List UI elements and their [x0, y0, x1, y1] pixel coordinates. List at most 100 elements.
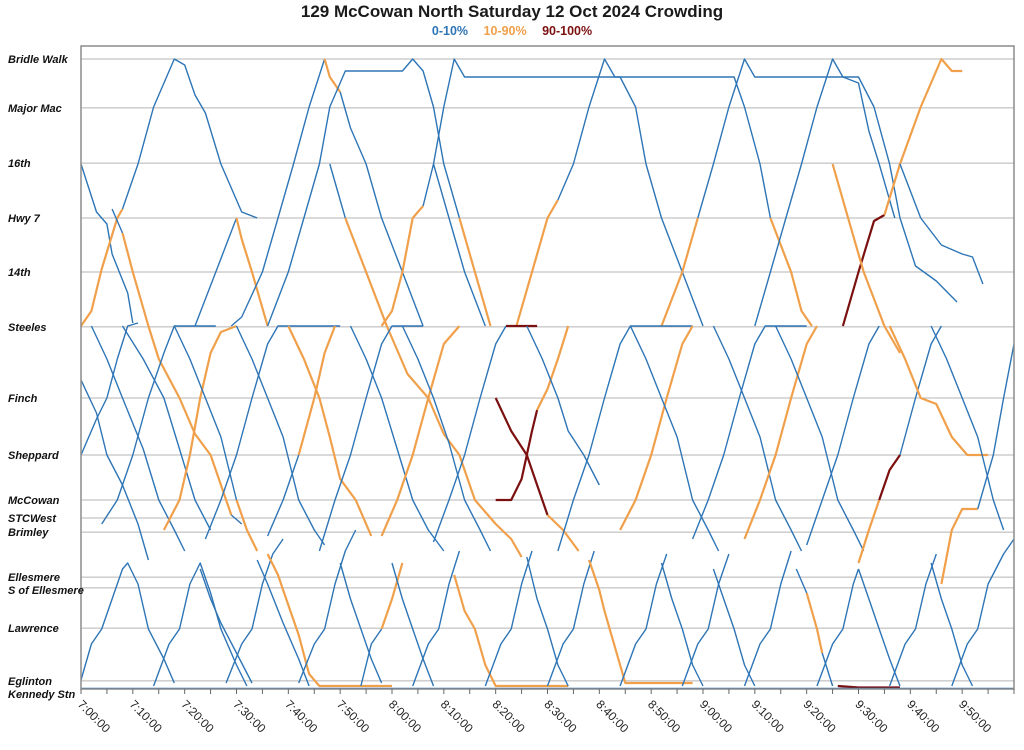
stop-label: 16th: [8, 158, 31, 170]
x-tick-label: 9:20:00: [801, 697, 839, 735]
trip-segment-low: [930, 562, 974, 687]
trip-lower-sb-0900: [712, 325, 803, 552]
trip-bottom-nb-0700: [80, 562, 175, 684]
trip-segment-mid: [619, 325, 694, 531]
trip-segment-high: [841, 214, 885, 327]
stop-label: Finch: [8, 393, 38, 405]
trip-segment-low: [432, 163, 486, 327]
stop-label: Kennedy Stn: [8, 689, 76, 701]
trip-segment-low: [774, 325, 865, 552]
trip-segment-low: [256, 559, 310, 687]
trip-segment-mid: [380, 205, 424, 327]
stop-label: Hwy 7: [8, 213, 41, 225]
trip-lower-nb-0756: [380, 325, 461, 537]
trip-trip-nb-0800: [380, 58, 704, 327]
trip-segment-low: [681, 553, 730, 687]
trip-segment-low: [339, 91, 424, 327]
trip-segment-low: [526, 556, 569, 687]
trip-segment-low: [899, 163, 984, 285]
trip-segment-mid: [380, 562, 404, 630]
x-tick-label: 7:10:00: [127, 697, 165, 735]
x-tick-label: 7:30:00: [230, 697, 268, 735]
x-tick-label: 7:20:00: [179, 697, 217, 735]
x-tick-label: 8:30:00: [541, 697, 579, 735]
trip-segment-low: [121, 325, 212, 531]
trip-segment-mid: [287, 325, 373, 537]
trip-bottom-sb-0840: [587, 559, 693, 685]
trip-segment-mid: [453, 574, 569, 688]
trip-segment-low: [806, 325, 880, 546]
trip-segment-low: [90, 325, 186, 552]
stop-label: Eglinton: [8, 676, 52, 688]
trip-bottom-nb-0858: [681, 553, 730, 687]
trip-segment-low: [173, 325, 238, 501]
trip-lower-nb-0856: [691, 325, 807, 540]
trip-segment-mid: [546, 514, 580, 552]
trip-lower-nb-0930: [857, 325, 943, 564]
trip-bottom-sb-0828: [526, 556, 569, 687]
trip-trip-sb-0746: [329, 163, 523, 558]
trip-segment-low: [619, 553, 668, 687]
stop-label: Brimley: [8, 527, 49, 539]
trip-segment-mid: [458, 217, 492, 327]
trip-segment-low: [743, 550, 792, 687]
trip-bottom-nb-0910: [743, 550, 792, 687]
trip-segment-mid: [162, 324, 237, 531]
trip-segment-low: [349, 325, 445, 552]
trip-segment-low: [401, 325, 492, 552]
trip-segment-low: [121, 58, 258, 219]
trip-lines: [80, 57, 1015, 690]
x-tick-label: 9:50:00: [956, 697, 994, 735]
stop-label: McCowan: [8, 495, 60, 507]
trip-trip-sb-0810: [432, 163, 486, 327]
stop-label: Ellesmere: [8, 572, 60, 584]
stop-label: Lawrence: [8, 623, 59, 635]
trip-lower-sb-0846: [629, 325, 720, 552]
legend-entry-high: 90-100%: [542, 24, 593, 38]
trip-segment-low: [111, 208, 124, 234]
x-tick-label: 9:00:00: [697, 697, 735, 735]
trip-segment-mid: [587, 559, 693, 685]
trip-segment-mid: [297, 325, 337, 456]
trip-segment-low: [557, 325, 693, 552]
trip-segment-low: [360, 628, 383, 687]
trip-segment-low: [199, 568, 253, 684]
trip-segment-low: [266, 454, 300, 537]
trip-segment-mid: [769, 217, 813, 327]
x-tick-label: 7:50:00: [334, 697, 372, 735]
trip-bottom-nb-0712: [152, 562, 248, 687]
trip-segment-mid: [660, 217, 699, 327]
trip-lower-sb-0750: [349, 325, 445, 552]
trip-segment-low: [930, 325, 1005, 531]
x-tick-label: 7:40:00: [282, 697, 320, 735]
trip-bottom-sb-0920: [795, 568, 834, 687]
x-axis-time-labels: 7:00:00 7:10:00 7:20:00 7:30:00 7:40:00 7:50:…: [75, 689, 1015, 736]
trip-bottom-sb-0734: [256, 559, 310, 687]
trip-bottom-nb-0846: [619, 553, 668, 687]
trip-bottom-nb-0742: [298, 529, 357, 684]
trip-trip-sb-0940: [899, 163, 984, 285]
trip-lower-sb-0717: [173, 325, 259, 552]
trip-segment-low: [230, 514, 243, 525]
trip-segment-low: [977, 343, 1015, 510]
trip-bottom-sb-0718: [199, 568, 253, 684]
x-tick-label: 9:40:00: [904, 697, 942, 735]
y-axis-stop-labels: Bridle Walk Major Mac 16th Hwy 7 14th Steeles…: [8, 54, 84, 701]
trip-segment-low: [951, 538, 1015, 687]
trip-lower-sb-0738: [287, 325, 373, 537]
trip-segment-low: [546, 550, 595, 687]
trip-segment-high: [878, 454, 901, 501]
trip-segment-low: [691, 325, 807, 540]
trip-lower-sb-0710: [121, 325, 212, 531]
trip-trip-nb-0700: [80, 58, 258, 327]
trip-bottom-sb-0944: [930, 562, 974, 687]
trip-lower-nb-0906: [743, 325, 818, 540]
stop-label: 14th: [8, 267, 31, 279]
trip-bottom-sb-0738: [266, 553, 392, 688]
x-tick-label: 9:30:00: [852, 697, 890, 735]
trip-segment-low: [697, 58, 958, 303]
stop-label: STCWest: [8, 513, 57, 525]
trip-lower-nb-0734: [266, 325, 337, 537]
trip-lower-nb-0744: [318, 325, 424, 552]
trip-segment-low: [80, 562, 175, 684]
